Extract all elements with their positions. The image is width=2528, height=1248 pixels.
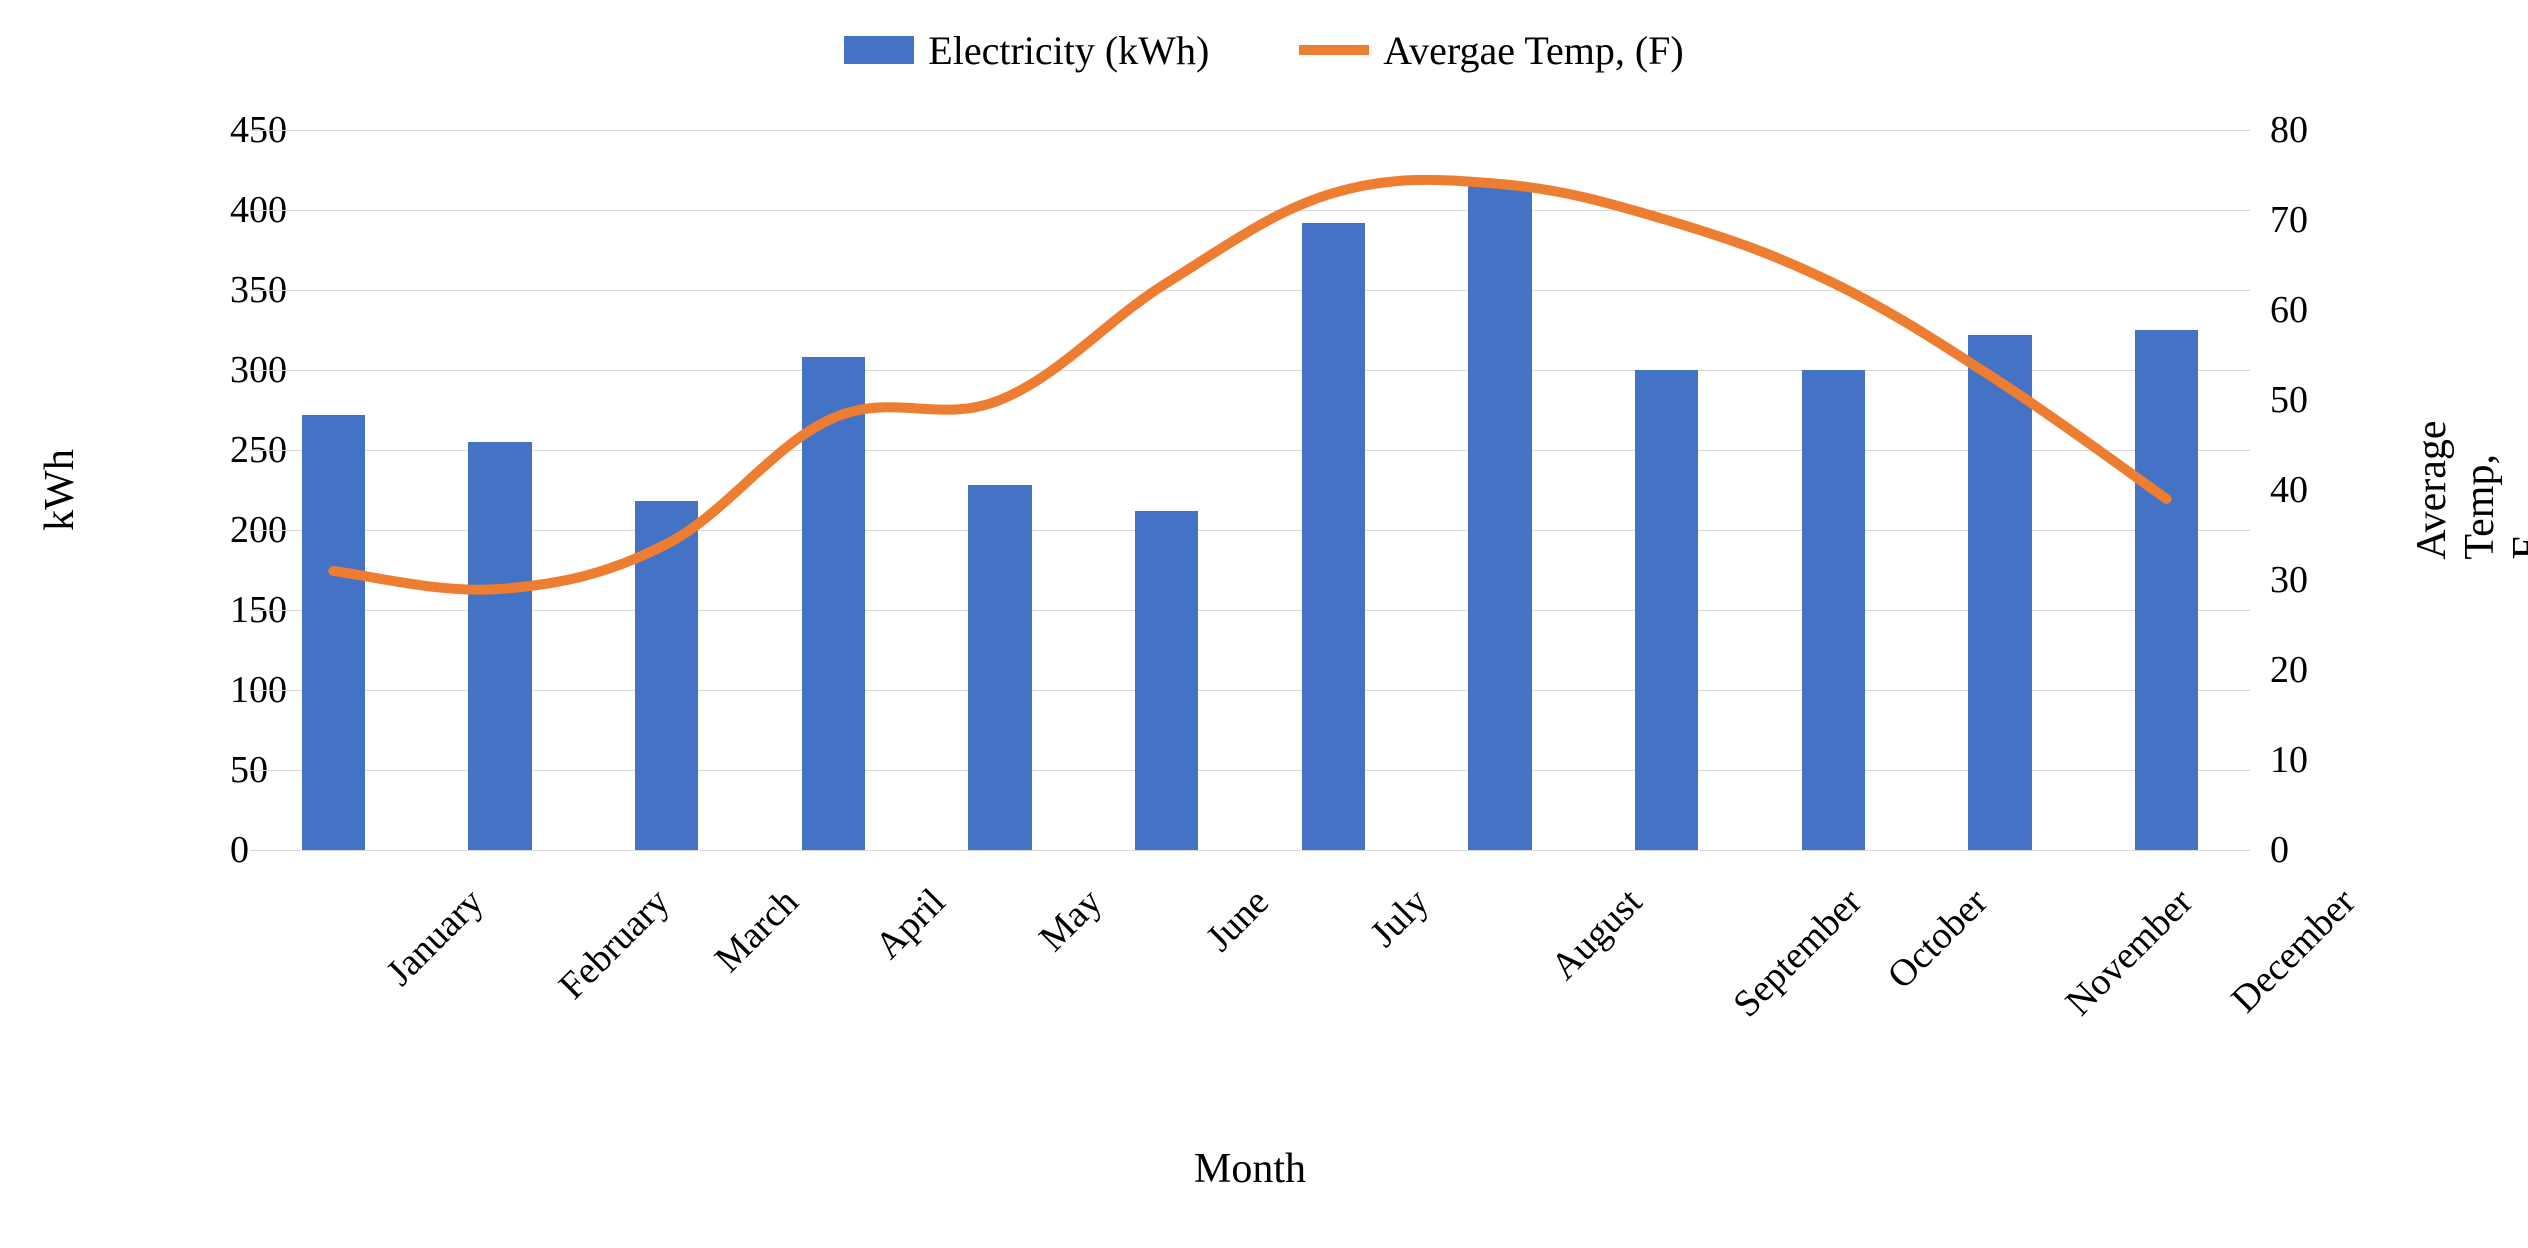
- y-right-tick: 80: [2270, 108, 2308, 152]
- x-category-label: April: [867, 880, 955, 968]
- legend-item-electricity: Electricity (kWh): [844, 27, 1209, 74]
- y-right-tick: 70: [2270, 198, 2308, 242]
- x-axis-title: Month: [1194, 1145, 1306, 1193]
- y-right-tick: 0: [2270, 828, 2289, 872]
- x-category-label: July: [1362, 880, 1438, 956]
- legend-item-temperature: Avergae Temp, (F): [1299, 27, 1683, 74]
- temperature-line: [333, 180, 2166, 590]
- x-category-label: January: [378, 880, 493, 995]
- x-category-label: October: [1879, 880, 1997, 998]
- x-category-label: February: [550, 880, 678, 1008]
- x-category-label: September: [1724, 880, 1870, 1026]
- line-series: [250, 130, 2250, 850]
- y-right-tick: 10: [2270, 738, 2308, 782]
- legend-swatch-line: [1299, 45, 1369, 55]
- plot-area: [250, 130, 2250, 850]
- legend-swatch-bar: [844, 36, 914, 64]
- x-category-label: May: [1030, 880, 1110, 960]
- chart-container: Electricity (kWh) Avergae Temp, (F) kWh …: [0, 0, 2528, 1248]
- x-category-label: June: [1197, 880, 1277, 960]
- y-right-tick: 20: [2270, 648, 2308, 692]
- y-right-tick: 40: [2270, 468, 2308, 512]
- gridline: [250, 850, 2250, 851]
- y-right-axis-title: Average Temp, F: [2408, 420, 2528, 559]
- x-category-label: December: [2222, 880, 2364, 1022]
- y-left-axis-title: kWh: [36, 449, 84, 531]
- y-right-tick: 50: [2270, 378, 2308, 422]
- x-category-label: March: [706, 880, 807, 981]
- x-category-label: November: [2057, 880, 2202, 1025]
- legend-label-electricity: Electricity (kWh): [928, 27, 1209, 74]
- legend: Electricity (kWh) Avergae Temp, (F): [0, 10, 2528, 90]
- legend-label-temperature: Avergae Temp, (F): [1383, 27, 1683, 74]
- x-category-label: August: [1542, 880, 1651, 989]
- y-right-tick: 60: [2270, 288, 2308, 332]
- y-right-tick: 30: [2270, 558, 2308, 602]
